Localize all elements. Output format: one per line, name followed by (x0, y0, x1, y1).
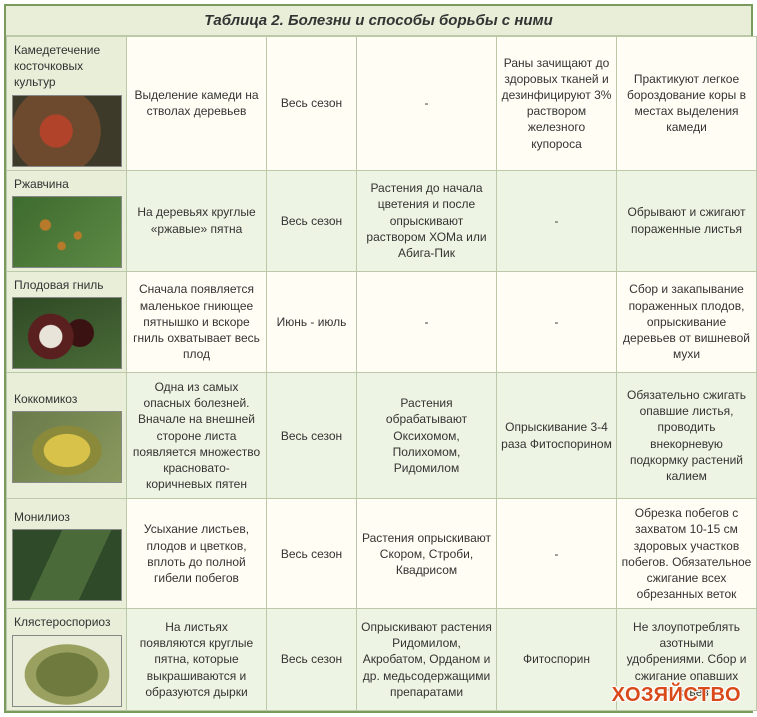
table-title: Таблица 2. Болезни и способы борьбы с ни… (6, 6, 751, 36)
disease-name-cell: Монилиоз (7, 499, 127, 609)
chemical-cell: Растения до начала цветения и после опры… (357, 170, 497, 271)
disease-name-cell: Коккомикоз (7, 372, 127, 498)
disease-name-cell: Клястероспориоз (7, 609, 127, 710)
disease-thumbnail (12, 529, 122, 601)
period-cell: Весь сезон (267, 609, 357, 710)
chemical-cell: Растения обрабатывают Оксихомом, Полихом… (357, 372, 497, 498)
period-cell: Июнь - июль (267, 271, 357, 372)
diseases-table: Камедетечение косточковых культурВыделен… (6, 36, 757, 711)
disease-thumbnail (12, 411, 122, 483)
disease-name: Плодовая гниль (10, 275, 123, 297)
agrotechnical-cell: Обязательно сжигать опавшие листья, пров… (617, 372, 757, 498)
table-row: КлястероспориозНа листьях появляются кру… (7, 609, 757, 710)
description-cell: На деревьях круглые «ржавые» пятна (127, 170, 267, 271)
disease-name-cell: Камедетечение косточковых культур (7, 37, 127, 171)
disease-name: Ржавчина (10, 174, 123, 196)
biological-cell: - (497, 499, 617, 609)
description-cell: Усыхание листьев, плодов и цветков, впло… (127, 499, 267, 609)
description-cell: Сначала появляется маленькое гниющее пят… (127, 271, 267, 372)
description-cell: Одна из самых опасных болезней. Вначале … (127, 372, 267, 498)
table-row: РжавчинаНа деревьях круглые «ржавые» пят… (7, 170, 757, 271)
table-row: Камедетечение косточковых культурВыделен… (7, 37, 757, 171)
agrotechnical-cell: Обрезка побегов с захватом 10-15 см здор… (617, 499, 757, 609)
agrotechnical-cell: Не злоупотреблять азотными удобрениями. … (617, 609, 757, 710)
disease-name-cell: Ржавчина (7, 170, 127, 271)
biological-cell: Фитоспорин (497, 609, 617, 710)
disease-name: Коккомикоз (10, 389, 123, 411)
chemical-cell: Растения опрыскивают Скором, Строби, Ква… (357, 499, 497, 609)
agrotechnical-cell: Обрывают и сжигают пораженные листья (617, 170, 757, 271)
table-row: МонилиозУсыхание листьев, плодов и цветк… (7, 499, 757, 609)
biological-cell: - (497, 271, 617, 372)
description-cell: Выделение камеди на стволах деревьев (127, 37, 267, 171)
biological-cell: Опрыскивание 3-4 раза Фитоспорином (497, 372, 617, 498)
disease-thumbnail (12, 196, 122, 268)
period-cell: Весь сезон (267, 170, 357, 271)
disease-thumbnail (12, 95, 122, 167)
agrotechnical-cell: Практикуют легкое бороздование коры в ме… (617, 37, 757, 171)
table-row: КоккомикозОдна из самых опасных болезней… (7, 372, 757, 498)
disease-thumbnail (12, 297, 122, 369)
table-row: Плодовая гнильСначала появляется маленьк… (7, 271, 757, 372)
period-cell: Весь сезон (267, 372, 357, 498)
agrotechnical-cell: Сбор и закапывание пораженных плодов, оп… (617, 271, 757, 372)
disease-name: Клястероспориоз (10, 612, 123, 634)
table-container: Таблица 2. Болезни и способы борьбы с ни… (4, 4, 753, 713)
biological-cell: Раны зачищают до здоровых тканей и дезин… (497, 37, 617, 171)
biological-cell: - (497, 170, 617, 271)
disease-name-cell: Плодовая гниль (7, 271, 127, 372)
period-cell: Весь сезон (267, 499, 357, 609)
disease-name: Камедетечение косточковых культур (10, 40, 123, 95)
chemical-cell: - (357, 37, 497, 171)
chemical-cell: Опрыскивают растения Ридомилом, Акробато… (357, 609, 497, 710)
disease-name: Монилиоз (10, 507, 123, 529)
chemical-cell: - (357, 271, 497, 372)
disease-thumbnail (12, 635, 122, 707)
description-cell: На листьях появляются круглые пятна, кот… (127, 609, 267, 710)
period-cell: Весь сезон (267, 37, 357, 171)
